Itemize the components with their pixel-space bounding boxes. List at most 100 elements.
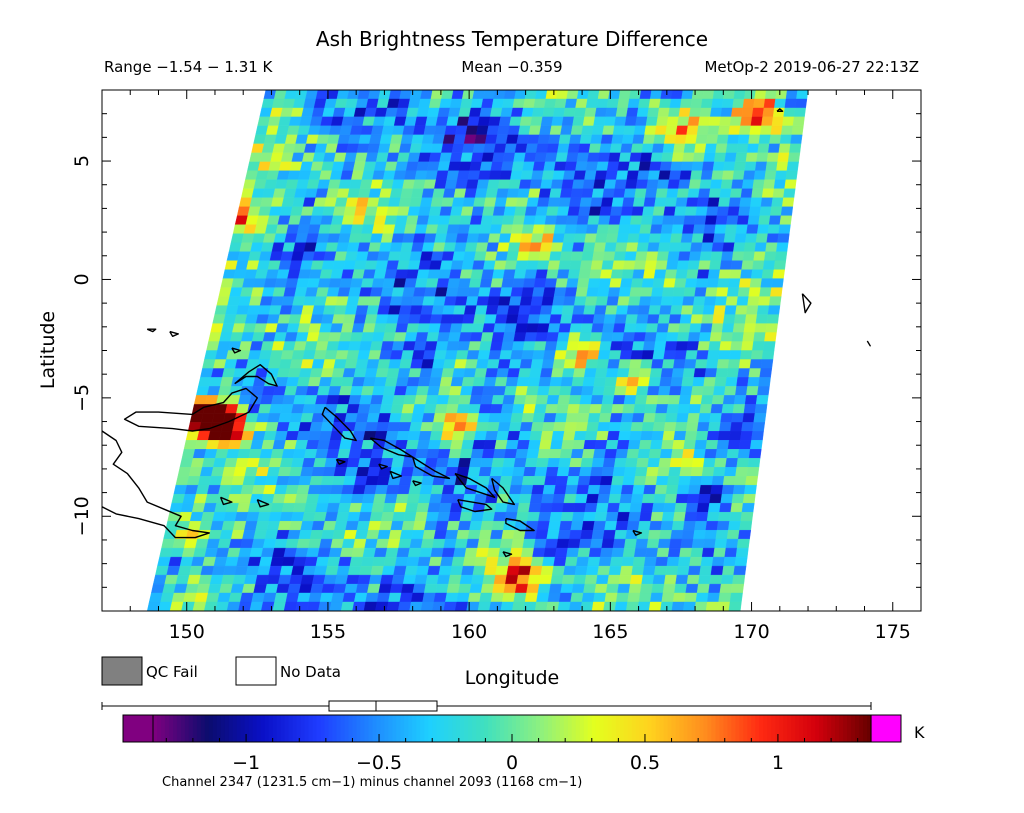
swath-pixel [639,583,654,594]
swath-pixel [429,260,443,270]
swath-pixel [571,512,586,522]
x-tick-label: 160 [451,621,487,643]
swath-pixel [388,90,402,100]
swath-pixel [703,152,716,163]
swath-pixel [732,574,746,585]
swath-pixel [587,215,600,225]
swath-pixel [226,601,241,611]
swath-pixel [526,260,539,270]
swath-pixel [648,601,662,611]
swath-pixel [228,242,242,252]
swath-pixel [322,305,337,315]
swath-pixel [309,116,323,127]
swath-pixel [772,188,785,199]
swath-pixel [466,350,480,360]
swath-pixel [377,197,391,208]
colorbar-segment [508,715,513,742]
swath-pixel [533,278,547,288]
swath-pixel [257,458,272,468]
swath-pixel [676,565,690,576]
swath-pixel [372,116,386,127]
swath-pixel [422,592,436,603]
swath-pixel [456,287,470,297]
swath-pixel [727,206,740,217]
swath-pixel [285,538,300,549]
swath-pixel [395,107,409,118]
swath-pixel [533,215,547,225]
swath-pixel [439,260,453,270]
swath-pixel [579,134,593,145]
swath-pixel [625,242,639,252]
swath-pixel [547,458,561,468]
swath-pixel [488,350,502,360]
swath-pixel [337,341,351,351]
swath-pixel [603,601,617,611]
swath-pixel [512,215,526,225]
swath-pixel [452,368,466,378]
swath-pixel [532,224,546,234]
swath-pixel [414,224,428,234]
colorbar-segment [364,715,369,742]
swath-pixel [420,601,435,611]
swath-pixel [579,467,593,477]
colorbar-segment [153,715,158,742]
swath-pixel [616,440,630,450]
swath-pixel [336,565,351,576]
no-data-swatch [235,656,277,686]
swath-pixel [479,592,493,603]
colorbar-segment [735,715,740,742]
swath-pixel [353,538,367,549]
swath-pixel [409,143,423,154]
swath-pixel [409,601,423,611]
swath-pixel [530,296,544,306]
swath-pixel [685,350,698,360]
swath-pixel [278,260,292,270]
swath-pixel [425,224,439,234]
swath-pixel [643,556,658,567]
swath-pixel [442,305,456,315]
swath-pixel [475,242,489,252]
colorbar-segment [272,715,278,742]
swath-pixel [594,305,607,315]
swath-pixel [633,260,647,270]
swath-pixel [430,197,444,208]
swath-pixel [586,350,600,360]
swath-pixel [245,215,259,225]
swath-pixel [303,143,317,154]
swath-pixel [427,215,441,225]
swath-pixel [194,440,209,450]
swath-pixel [413,341,427,351]
swath-pixel [287,530,301,540]
swath-pixel [492,152,505,163]
swath-pixel [709,494,723,504]
swath-pixel [370,179,384,190]
swath-pixel [673,512,687,522]
swath-pixel [530,116,543,127]
swath-pixel [469,583,483,594]
swath-pixel [404,278,418,288]
swath-pixel [391,233,405,243]
swath-pixel [197,476,212,486]
swath-pixel [610,206,623,217]
swath-pixel [282,395,296,405]
swath-pixel [774,98,787,109]
swath-pixel [361,386,375,396]
swath-pixel [656,547,670,558]
swath-pixel [474,431,488,441]
swath-pixel [783,188,796,199]
swath-pixel [695,206,708,217]
swath-pixel [730,341,743,351]
swath-pixel [618,431,632,441]
swath-pixel [759,368,773,378]
swath-pixel [594,107,608,118]
swath-pixel [280,251,294,261]
swath-pixel [344,413,358,423]
swath-pixel [626,521,640,531]
swath-pixel [561,574,576,585]
swath-pixel [622,476,636,486]
swath-pixel [243,422,257,432]
swath-pixel [542,556,556,567]
swath-pixel [468,278,482,288]
swath-pixel [611,547,625,558]
swath-pixel [240,287,254,297]
